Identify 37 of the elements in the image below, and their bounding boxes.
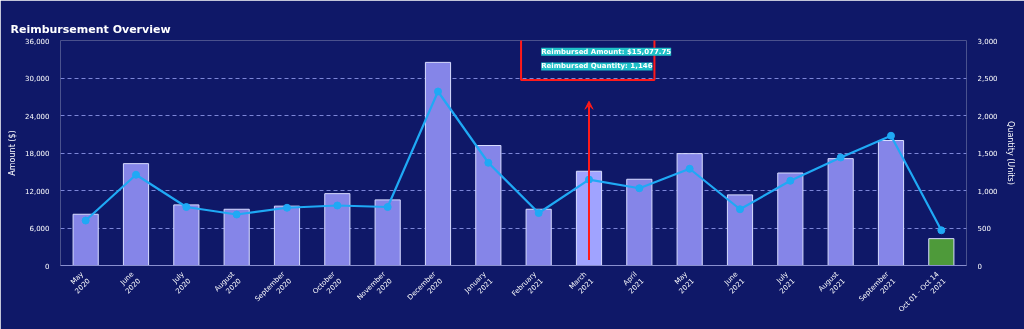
bar xyxy=(173,204,200,266)
bar xyxy=(374,199,401,266)
point xyxy=(836,153,845,162)
point xyxy=(685,164,694,173)
point xyxy=(534,209,543,217)
bar xyxy=(525,208,552,266)
bar xyxy=(475,145,502,266)
y-axis-title: Amount ($) xyxy=(8,130,18,176)
point xyxy=(383,203,392,211)
point xyxy=(786,176,795,185)
bar xyxy=(324,193,351,266)
point xyxy=(937,226,946,235)
point xyxy=(333,201,342,210)
point xyxy=(635,184,644,193)
point xyxy=(132,170,140,179)
bar xyxy=(72,213,99,266)
bar xyxy=(877,140,905,266)
point xyxy=(232,210,241,219)
point xyxy=(182,203,191,211)
bar xyxy=(827,158,854,266)
point xyxy=(434,87,442,96)
chart-title: Reimbursement Overview xyxy=(10,22,171,36)
point xyxy=(484,158,493,167)
y2-axis-title: Quantity (Units) xyxy=(1005,121,1015,185)
bar xyxy=(122,163,150,266)
bar xyxy=(223,208,250,266)
bar xyxy=(928,238,955,266)
point xyxy=(283,203,291,212)
bar xyxy=(273,205,301,266)
bar xyxy=(676,153,703,266)
point xyxy=(736,205,744,214)
point xyxy=(81,216,90,225)
bar xyxy=(777,172,804,266)
bar xyxy=(424,61,452,266)
bar xyxy=(726,194,754,266)
point xyxy=(887,131,895,140)
bar xyxy=(626,178,653,266)
